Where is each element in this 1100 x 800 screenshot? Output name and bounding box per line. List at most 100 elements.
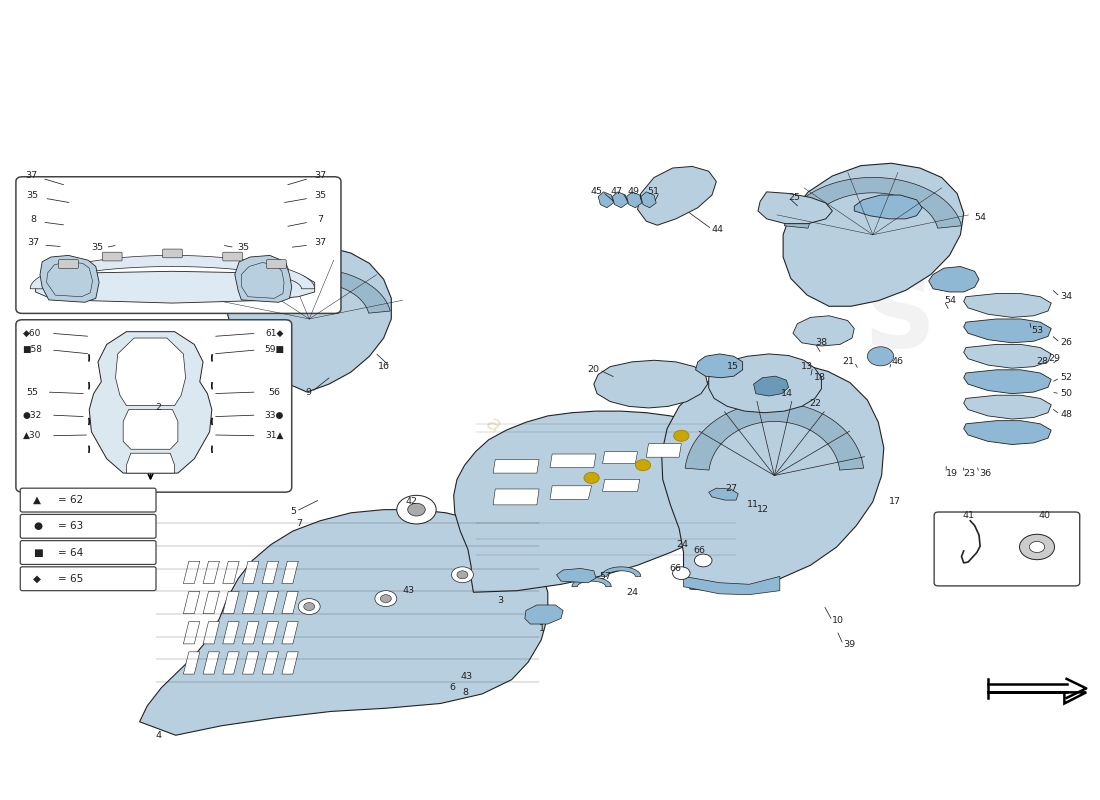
Text: ●32: ●32 — [23, 410, 42, 419]
Text: 15: 15 — [727, 362, 739, 371]
Polygon shape — [683, 576, 780, 594]
Text: 37: 37 — [315, 238, 327, 247]
Polygon shape — [227, 246, 392, 392]
Polygon shape — [184, 652, 200, 674]
Polygon shape — [594, 360, 707, 408]
Polygon shape — [242, 652, 258, 674]
Polygon shape — [493, 459, 539, 473]
Polygon shape — [685, 402, 864, 470]
Polygon shape — [641, 192, 657, 208]
Polygon shape — [223, 652, 239, 674]
Text: 6: 6 — [449, 683, 455, 692]
Text: ■: ■ — [33, 547, 43, 558]
Circle shape — [636, 459, 651, 470]
Text: 35: 35 — [26, 191, 39, 200]
Circle shape — [584, 472, 600, 483]
Polygon shape — [242, 622, 258, 644]
Polygon shape — [550, 486, 592, 499]
Polygon shape — [572, 577, 612, 586]
Polygon shape — [262, 591, 278, 614]
Polygon shape — [647, 444, 681, 457]
Text: 35: 35 — [238, 243, 250, 252]
Text: 17: 17 — [889, 497, 901, 506]
Text: 28: 28 — [1036, 358, 1048, 366]
Text: 61◆: 61◆ — [265, 329, 284, 338]
Text: 57: 57 — [600, 572, 612, 581]
Polygon shape — [282, 591, 298, 614]
Text: 5: 5 — [290, 506, 296, 516]
Text: ◆: ◆ — [33, 574, 42, 584]
FancyBboxPatch shape — [20, 567, 156, 590]
Polygon shape — [204, 562, 220, 583]
Text: 33●: 33● — [264, 410, 284, 419]
Circle shape — [1020, 534, 1055, 560]
Text: ●: ● — [33, 522, 43, 531]
Text: = 65: = 65 — [57, 574, 82, 584]
Text: 11: 11 — [747, 500, 759, 510]
Polygon shape — [550, 454, 596, 467]
Text: 43: 43 — [403, 586, 415, 595]
Polygon shape — [758, 192, 833, 224]
Polygon shape — [453, 411, 749, 592]
Text: 16: 16 — [378, 362, 390, 371]
Text: 41: 41 — [962, 510, 975, 520]
FancyBboxPatch shape — [58, 260, 78, 268]
Polygon shape — [223, 562, 239, 583]
Text: S: S — [865, 272, 936, 369]
Text: ▲: ▲ — [33, 495, 42, 505]
Text: 66: 66 — [693, 546, 705, 555]
Polygon shape — [234, 255, 292, 302]
Circle shape — [381, 594, 392, 602]
Polygon shape — [793, 316, 855, 346]
Text: 2: 2 — [155, 403, 162, 413]
Polygon shape — [928, 266, 979, 292]
Text: 26: 26 — [1060, 338, 1072, 347]
Text: 12: 12 — [757, 505, 769, 514]
Polygon shape — [242, 591, 258, 614]
Text: = 64: = 64 — [57, 547, 82, 558]
Polygon shape — [598, 192, 614, 208]
Circle shape — [408, 503, 426, 516]
Text: 49: 49 — [628, 187, 640, 196]
Text: 20: 20 — [587, 366, 600, 374]
Text: 39: 39 — [844, 640, 856, 649]
Circle shape — [868, 346, 893, 366]
Text: 4: 4 — [155, 730, 162, 740]
Polygon shape — [638, 166, 716, 226]
Polygon shape — [557, 569, 596, 582]
Text: 45: 45 — [591, 187, 603, 196]
Polygon shape — [784, 178, 961, 228]
Circle shape — [298, 598, 320, 614]
Text: 29: 29 — [1048, 354, 1060, 363]
Text: 22: 22 — [810, 399, 822, 409]
Polygon shape — [204, 652, 220, 674]
Text: 31▲: 31▲ — [265, 431, 284, 440]
Text: 38: 38 — [815, 338, 827, 347]
Text: 44: 44 — [712, 225, 724, 234]
Text: 14: 14 — [781, 389, 793, 398]
Polygon shape — [116, 338, 186, 406]
FancyBboxPatch shape — [163, 249, 183, 258]
Polygon shape — [30, 255, 315, 289]
Circle shape — [375, 590, 397, 606]
Circle shape — [672, 567, 690, 579]
Text: 10: 10 — [833, 616, 845, 626]
Circle shape — [694, 554, 712, 567]
FancyBboxPatch shape — [20, 488, 156, 512]
Text: 47: 47 — [610, 187, 623, 196]
Text: 66: 66 — [669, 564, 681, 573]
Text: 56: 56 — [268, 387, 280, 397]
Polygon shape — [262, 562, 278, 583]
Polygon shape — [282, 562, 298, 583]
Polygon shape — [661, 362, 883, 590]
Text: 59■: 59■ — [264, 345, 284, 354]
Polygon shape — [126, 454, 175, 473]
Polygon shape — [708, 488, 738, 500]
Text: 54: 54 — [975, 213, 987, 222]
Text: 35: 35 — [315, 191, 327, 200]
Text: 9: 9 — [306, 387, 311, 397]
Circle shape — [1030, 542, 1045, 553]
Text: ◆60: ◆60 — [23, 329, 42, 338]
Text: 35: 35 — [91, 243, 103, 252]
Text: 37: 37 — [315, 171, 327, 181]
